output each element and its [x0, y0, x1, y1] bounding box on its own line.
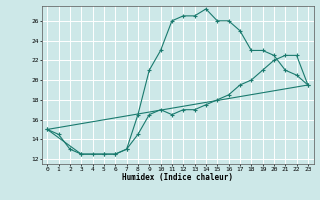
X-axis label: Humidex (Indice chaleur): Humidex (Indice chaleur) [122, 173, 233, 182]
